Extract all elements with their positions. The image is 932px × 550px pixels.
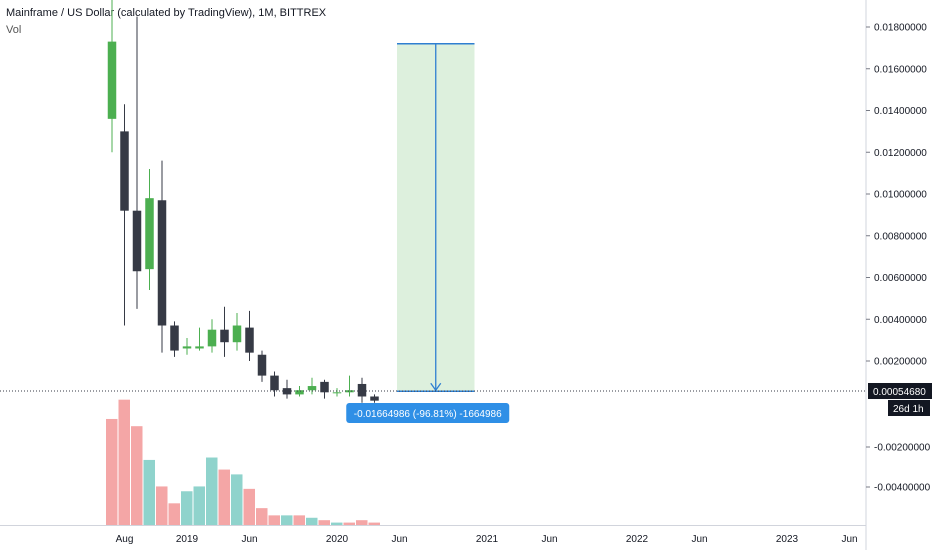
time-tick-label: Jun: [541, 534, 557, 545]
volume-indicator-label[interactable]: Vol: [6, 24, 22, 36]
price-tick-label: 0.01800000: [874, 23, 927, 34]
current-price-badge: [868, 383, 932, 399]
volume-bar: [118, 399, 130, 525]
time-tick-label: 2022: [626, 534, 649, 545]
candle-body: [207, 329, 217, 347]
measure-arrow-head: [430, 382, 442, 392]
candle-body: [157, 200, 167, 326]
price-tick-label: 0.01600000: [874, 64, 927, 75]
time-tick-label: Jun: [391, 534, 407, 545]
chart-header: Mainframe / US Dollar (calculated by Tra…: [6, 5, 326, 39]
volume-bar: [318, 520, 330, 525]
volume-bar: [168, 503, 180, 525]
volume-tick-label: -0.00400000: [874, 483, 931, 494]
time-tick-label: 2023: [776, 534, 799, 545]
candle-body: [182, 346, 192, 349]
volume-bar: [331, 522, 343, 525]
volume-bar: [181, 491, 193, 525]
overlays: 0.00054680 26d 1h: [0, 383, 932, 416]
chart-title[interactable]: Mainframe / US Dollar (calculated by Tra…: [6, 7, 327, 19]
candle-body: [307, 386, 317, 391]
candle-body: [295, 390, 304, 395]
price-tick-label: 0.01200000: [874, 148, 927, 159]
candlesticks: [107, 0, 379, 403]
candle-body: [120, 131, 129, 211]
candle-body: [332, 392, 342, 394]
volume-bar: [106, 418, 118, 525]
countdown-badge: [888, 400, 930, 416]
candle-body: [195, 346, 204, 349]
candle-body: [145, 198, 154, 270]
candle-body: [232, 325, 242, 343]
time-tick-label: Aug: [116, 534, 134, 545]
candle-body: [320, 381, 329, 393]
volume-bar: [306, 517, 318, 525]
volume-bar: [193, 486, 205, 525]
countdown-label: 26d 1h: [893, 404, 924, 415]
measure-tool[interactable]: -0.01664986 (-96.81%) -1664986: [346, 42, 510, 423]
candle-body: [132, 210, 142, 272]
volume-bar: [206, 457, 218, 525]
candle-body: [245, 327, 254, 353]
measure-label-box: [346, 403, 510, 423]
price-tick-label: 0.00400000: [874, 315, 927, 326]
candle-body: [357, 383, 367, 397]
volume-bar: [343, 522, 355, 525]
current-price-label: 0.00054680: [873, 387, 926, 398]
volume-bar: [231, 474, 243, 525]
candle-body: [257, 354, 267, 376]
volume-bar: [356, 520, 368, 525]
price-tick-label: 0.00600000: [874, 273, 927, 284]
time-tick-label: 2019: [176, 534, 199, 545]
volume-bars: [106, 399, 380, 525]
volume-bar: [156, 486, 168, 525]
volume-bar: [368, 522, 380, 525]
volume-tick-label: -0.00200000: [874, 443, 931, 454]
time-tick-label: Jun: [841, 534, 857, 545]
volume-bar: [281, 515, 293, 525]
candle-body: [270, 375, 279, 391]
time-tick-label: 2021: [476, 534, 499, 545]
time-tick-label: 2020: [326, 534, 349, 545]
price-tick-label: 0.00800000: [874, 231, 927, 242]
candle-body: [107, 41, 117, 119]
candle-body: [170, 325, 179, 351]
volume-bar: [293, 515, 305, 525]
time-tick-label: Jun: [241, 534, 257, 545]
volume-bar: [256, 508, 268, 525]
price-tick-label: 0.00200000: [874, 357, 927, 368]
candle-body: [345, 390, 354, 393]
time-tick-label: Jun: [691, 534, 707, 545]
measure-label: -0.01664986 (-96.81%) -1664986: [354, 409, 502, 420]
volume-bar: [131, 426, 143, 525]
candle-body: [370, 396, 379, 401]
candle-body: [282, 388, 292, 395]
volume-bar: [268, 515, 280, 525]
candle-body: [220, 329, 229, 343]
volume-bar: [243, 488, 255, 525]
price-tick-label: 0.01000000: [874, 190, 927, 201]
volume-bar: [218, 469, 230, 525]
price-tick-label: 0.01400000: [874, 106, 927, 117]
volume-bar: [143, 459, 155, 525]
